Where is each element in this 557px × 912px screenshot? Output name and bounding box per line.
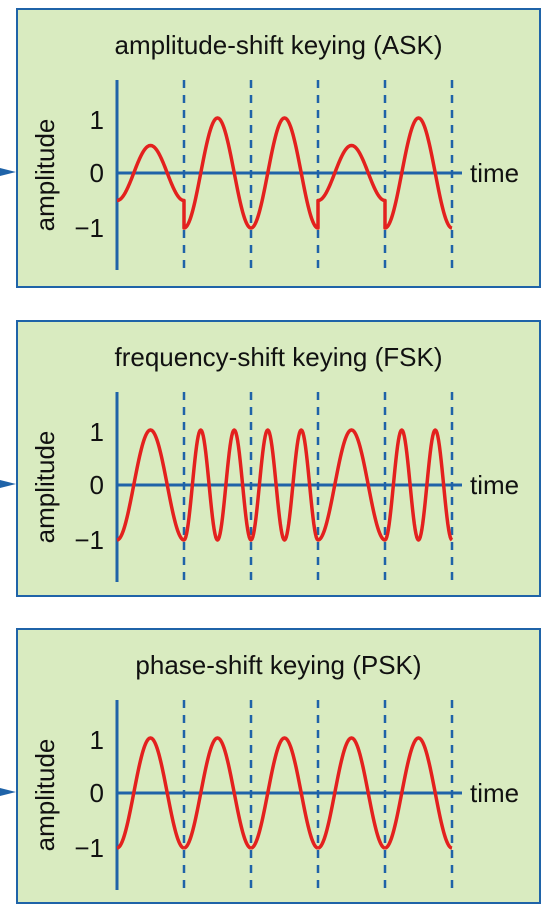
ask-input-arrow-icon: [0, 168, 16, 176]
panel-title: frequency-shift keying (FSK): [114, 342, 443, 372]
x-axis-label: time: [470, 778, 519, 808]
y-tick-0: 0: [90, 470, 104, 500]
psk-panel: 1 0 −1 time amplitude phase-shift keying…: [16, 628, 541, 904]
fsk-waveform: [116, 428, 454, 542]
y-tick-0: 0: [90, 778, 104, 808]
psk-plot: 1 0 −1 time amplitude: [30, 700, 519, 892]
fsk-panel: 1 0 −1 time amplitude frequency-shift ke…: [16, 320, 541, 597]
y-tick-minus-1: −1: [74, 833, 104, 863]
psk-input-arrow-icon: [0, 788, 16, 796]
panel-title: phase-shift keying (PSK): [135, 650, 422, 680]
y-tick-1: 1: [90, 105, 104, 135]
x-axis-label: time: [470, 470, 519, 500]
y-axis-label: amplitude: [30, 739, 60, 852]
panel-title: amplitude-shift keying (ASK): [114, 30, 443, 60]
psk-waveform: [116, 736, 453, 850]
ask-panel: 1 0 −1 time amplitude amplitude-shift ke…: [16, 8, 541, 288]
y-tick-0: 0: [90, 158, 104, 188]
fsk-input-arrow-icon: [0, 480, 16, 488]
fsk-plot: 1 0 −1 time amplitude: [30, 392, 519, 584]
y-axis-label: amplitude: [30, 431, 60, 544]
y-tick-1: 1: [90, 725, 104, 755]
ask-plot: 1 0 −1 time amplitude: [30, 80, 519, 272]
y-tick-minus-1: −1: [74, 213, 104, 243]
y-tick-1: 1: [90, 417, 104, 447]
y-tick-minus-1: −1: [74, 525, 104, 555]
y-axis-label: amplitude: [30, 119, 60, 232]
x-axis-label: time: [470, 158, 519, 188]
ask-waveform: [116, 116, 453, 230]
